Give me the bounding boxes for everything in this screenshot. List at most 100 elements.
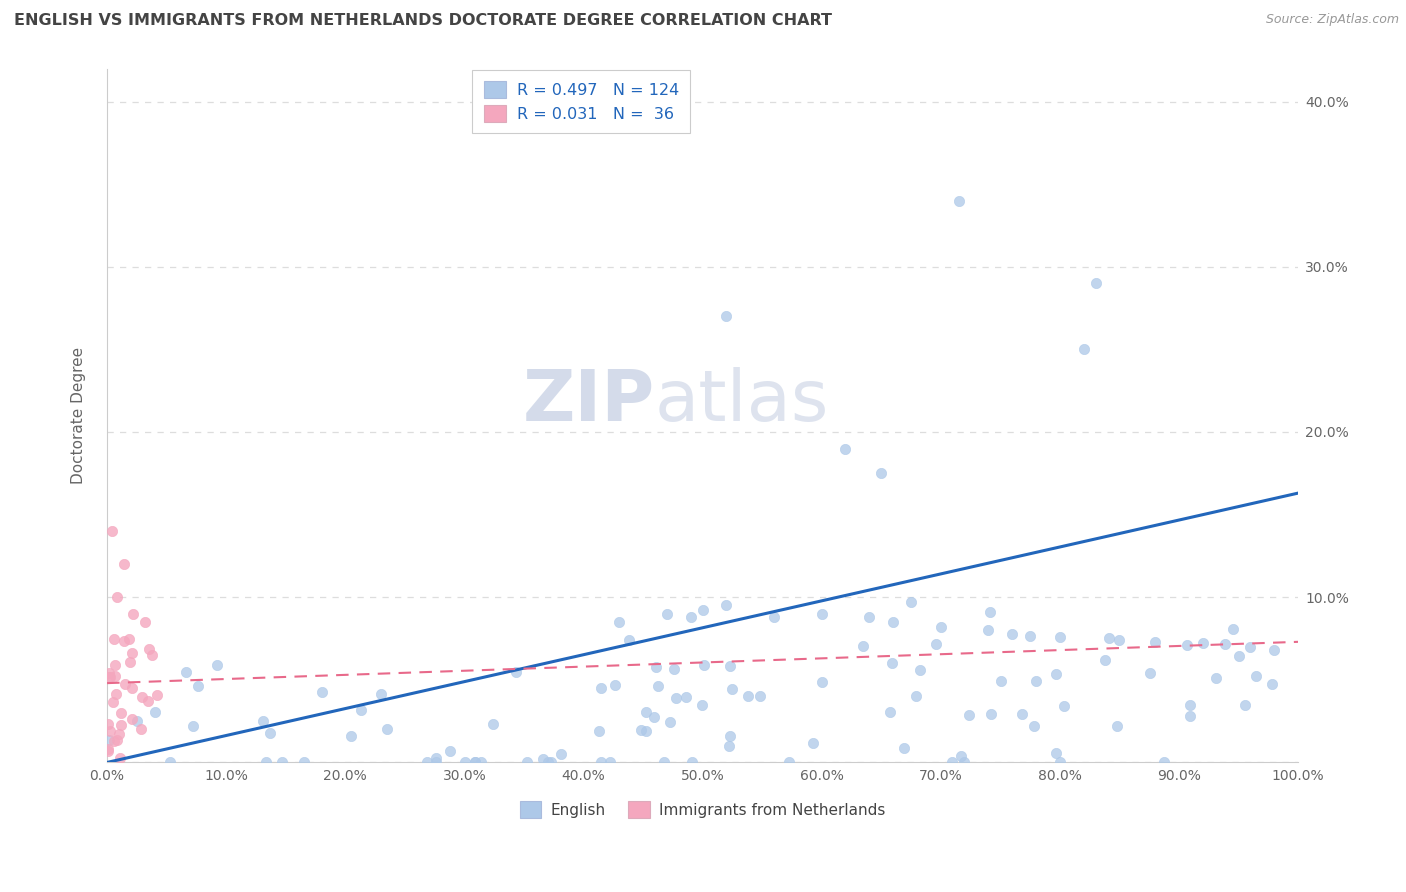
Point [105, 687, 128, 701]
Point [1108, 633, 1130, 648]
Point [599, 756, 621, 770]
Point [98, 670, 121, 684]
Point [454, 756, 477, 770]
Point [134, 615, 156, 629]
Point [952, 756, 974, 770]
Point [181, 719, 204, 733]
Point [101, 524, 124, 538]
Point [679, 610, 702, 624]
Point [112, 557, 135, 571]
Point [1049, 630, 1071, 644]
Point [749, 689, 772, 703]
Point [121, 712, 143, 726]
Point [537, 756, 560, 770]
Point [1153, 756, 1175, 770]
Point [1246, 668, 1268, 682]
Point [145, 705, 167, 719]
Point [125, 714, 148, 728]
Point [692, 603, 714, 617]
Point [893, 741, 915, 756]
Point [97, 744, 120, 758]
Point [801, 736, 824, 750]
Point [114, 676, 136, 690]
Point [505, 665, 527, 679]
Point [1239, 640, 1261, 654]
Point [980, 706, 1002, 721]
Point [1084, 277, 1107, 291]
Point [870, 467, 893, 481]
Point [900, 595, 922, 609]
Point [516, 756, 538, 770]
Point [1011, 706, 1033, 721]
Point [464, 756, 486, 770]
Point [97, 733, 120, 747]
Point [425, 751, 447, 765]
Point [141, 648, 163, 662]
Point [205, 657, 228, 672]
Point [104, 669, 127, 683]
Point [1205, 671, 1227, 685]
Point [603, 678, 626, 692]
Point [591, 756, 613, 770]
Point [425, 756, 447, 770]
Point [104, 657, 127, 672]
Point [979, 606, 1001, 620]
Point [174, 665, 197, 680]
Point [1227, 648, 1250, 663]
Point [1222, 622, 1244, 636]
Point [101, 695, 124, 709]
Point [159, 756, 181, 770]
Point [550, 747, 572, 762]
Point [1049, 756, 1071, 770]
Point [1233, 698, 1256, 712]
Point [416, 756, 439, 770]
Point [311, 685, 333, 699]
Point [1045, 667, 1067, 681]
Point [929, 620, 952, 634]
Point [778, 756, 800, 770]
Point [271, 756, 294, 770]
Point [105, 732, 128, 747]
Point [1107, 718, 1129, 732]
Point [692, 698, 714, 713]
Text: ZIP: ZIP [523, 368, 655, 436]
Point [108, 751, 131, 765]
Point [644, 660, 666, 674]
Point [990, 674, 1012, 689]
Point [1001, 626, 1024, 640]
Point [652, 756, 675, 770]
Point [636, 723, 658, 738]
Point [588, 723, 610, 738]
Point [439, 744, 461, 758]
Point [470, 756, 492, 770]
Point [655, 607, 678, 621]
Point [110, 706, 132, 720]
Point [117, 632, 139, 646]
Point [1191, 636, 1213, 650]
Point [259, 726, 281, 740]
Point [591, 681, 613, 695]
Point [531, 752, 554, 766]
Point [658, 715, 681, 730]
Point [675, 690, 697, 705]
Point [340, 730, 363, 744]
Point [1053, 698, 1076, 713]
Point [131, 690, 153, 704]
Point [121, 681, 143, 695]
Point [482, 717, 505, 731]
Point [1073, 343, 1095, 357]
Point [718, 659, 741, 673]
Text: ENGLISH VS IMMIGRANTS FROM NETHERLANDS DOCTORATE DEGREE CORRELATION CHART: ENGLISH VS IMMIGRANTS FROM NETHERLANDS D… [14, 13, 832, 29]
Point [977, 624, 1000, 638]
Point [1175, 638, 1198, 652]
Point [607, 615, 630, 629]
Point [464, 756, 486, 770]
Point [948, 194, 970, 208]
Point [950, 749, 973, 764]
Text: atlas: atlas [655, 368, 830, 436]
Point [693, 657, 716, 672]
Point [851, 639, 873, 653]
Point [681, 756, 703, 770]
Point [811, 675, 834, 690]
Point [98, 723, 121, 738]
